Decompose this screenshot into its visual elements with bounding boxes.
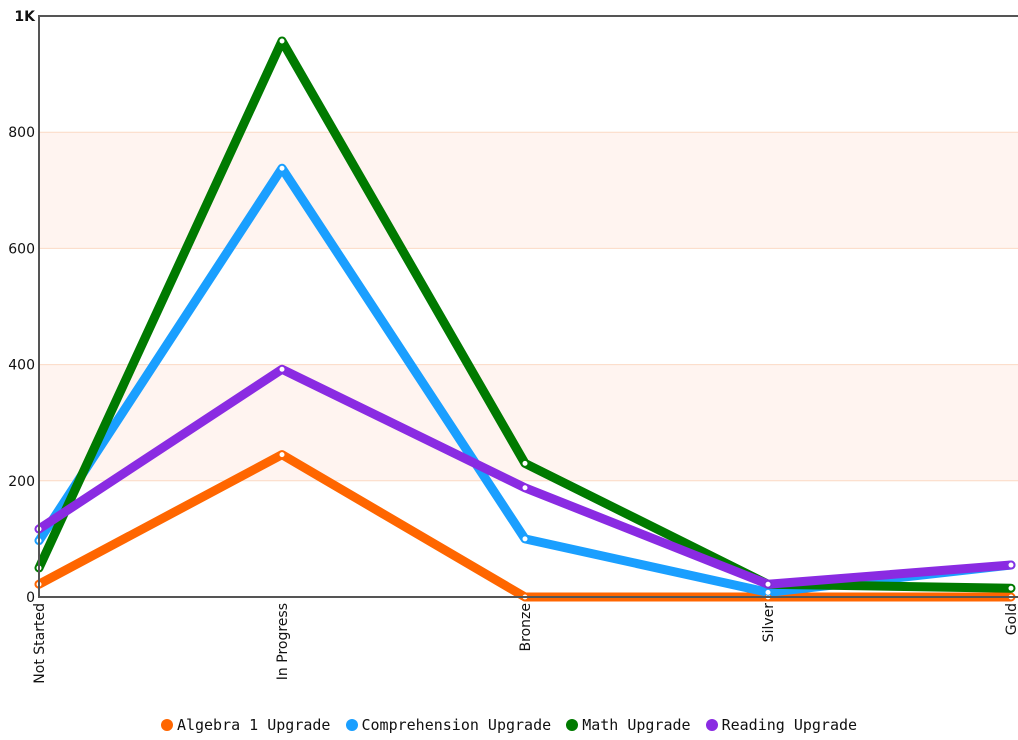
plot-frame [38,15,1018,598]
plot-bands [39,132,1018,481]
data-point [764,588,772,596]
plot-band [39,132,1018,249]
legend-item-comprehension[interactable]: Comprehension Upgrade [345,716,552,734]
data-point [521,484,529,492]
legend-swatch [705,719,718,731]
series-markers [35,37,1015,601]
legend-label: Algebra 1 Upgrade [176,716,331,734]
x-tick-label: Silver [761,603,777,643]
y-tick-label: 400 [8,358,35,374]
data-point [764,580,772,588]
data-point [521,535,529,543]
x-tick-label: Bronze [518,603,534,651]
y-tick-label: 1K [14,9,36,25]
legend-label: Reading Upgrade [721,716,858,734]
data-point [1007,561,1015,569]
legend-item-math[interactable]: Math Upgrade [566,716,691,734]
legend-item-algebra[interactable]: Algebra 1 Upgrade [160,716,331,734]
series-lines [34,36,1016,602]
legend-label: Math Upgrade [582,716,691,734]
x-axis-tick-labels: Not Started In Progress Bronze Silver Gold [32,603,1018,684]
legend-item-reading[interactable]: Reading Upgrade [705,716,858,734]
y-axis-tick-labels: 0 200 400 600 800 1K [8,9,36,606]
x-tick-label: Gold [1004,603,1018,635]
plot-border [38,15,1018,598]
data-point [1007,584,1015,592]
legend: Algebra 1 Upgrade Comprehension Upgrade … [0,716,1018,734]
line-chart: 0 200 400 600 800 1K Not Started In Progress Br… [8,9,1018,684]
gridlines [39,131,1018,482]
data-point [278,365,286,373]
x-tick-label: In Progress [275,603,291,680]
y-tick-label: 0 [26,590,35,606]
legend-swatch [160,719,173,731]
x-tick-label: Not Started [32,603,48,684]
y-tick-label: 600 [8,241,35,257]
y-tick-label: 800 [8,125,35,141]
y-tick-label: 200 [8,474,35,490]
data-point [521,459,529,467]
legend-label: Comprehension Upgrade [361,716,552,734]
legend-swatch [566,719,579,731]
data-point [278,164,286,172]
data-point [278,451,286,459]
data-point [278,37,286,45]
legend-swatch [345,719,358,731]
